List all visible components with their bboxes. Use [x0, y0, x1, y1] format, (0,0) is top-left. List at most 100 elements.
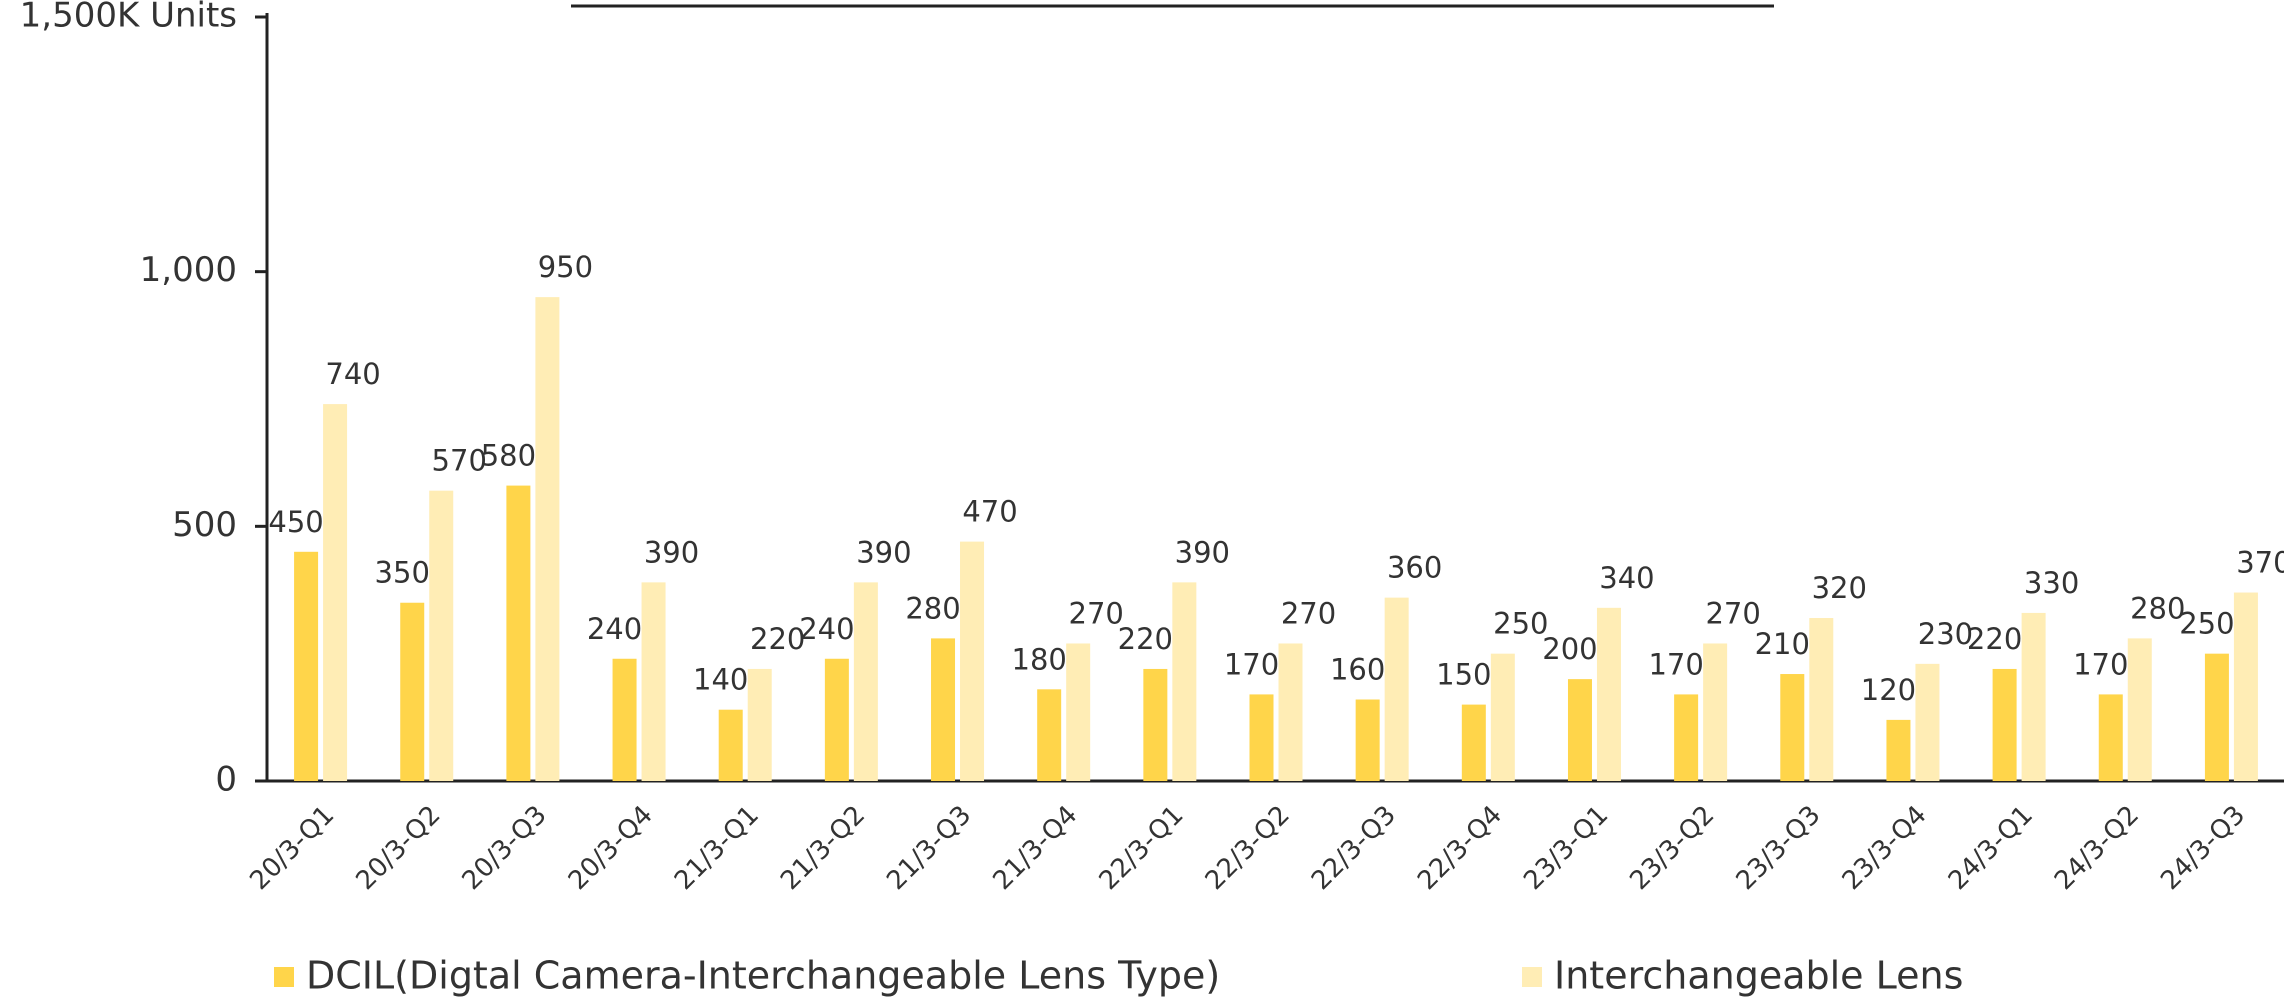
bar: [506, 485, 531, 781]
bar: [1809, 618, 1834, 781]
bar: [1278, 643, 1303, 781]
value-label: 240: [587, 612, 642, 646]
bar: [429, 490, 454, 781]
value-label: 580: [481, 439, 536, 473]
value-label: 240: [799, 612, 854, 646]
value-label: 740: [325, 357, 380, 391]
value-label: 210: [1755, 627, 1810, 661]
y-tick-label: 500: [172, 505, 237, 545]
bar: [960, 541, 985, 781]
x-tick-label: 23/3-Q2: [1624, 800, 1720, 896]
bar: [535, 297, 560, 781]
value-label: 220: [1118, 622, 1173, 656]
value-label: 370: [2236, 546, 2284, 580]
x-tick-label: 21/3-Q1: [669, 800, 765, 896]
value-label: 390: [644, 535, 699, 569]
x-tick-label: 21/3-Q3: [881, 800, 977, 896]
x-tick-label: 22/3-Q3: [1306, 800, 1402, 896]
value-label: 280: [905, 591, 960, 625]
value-label: 450: [268, 505, 323, 539]
value-label: 330: [2024, 566, 2079, 600]
bar: [1172, 582, 1197, 781]
x-tick-label: 20/3-Q3: [457, 800, 553, 896]
bar: [2204, 653, 2229, 781]
bar: [1037, 689, 1062, 781]
bar: [1915, 663, 1940, 781]
bar: [1490, 653, 1515, 781]
bar: [323, 404, 348, 781]
bar: [294, 551, 319, 781]
x-tick-label: 24/3-Q1: [1943, 800, 2039, 896]
value-label: 320: [1812, 571, 1867, 605]
bar: [1461, 704, 1486, 781]
value-label: 120: [1861, 673, 1916, 707]
x-tick-label: 22/3-Q4: [1412, 800, 1508, 896]
bar: [824, 658, 849, 781]
bar: [1066, 643, 1091, 781]
value-label: 360: [1387, 551, 1442, 585]
legend-swatch: [274, 967, 294, 987]
bar: [400, 602, 425, 781]
bar: [1596, 607, 1621, 781]
bar: [718, 709, 743, 781]
x-tick-label: 20/3-Q4: [563, 800, 659, 896]
x-tick-label: 23/3-Q3: [1731, 800, 1827, 896]
legend-label: Interchangeable Lens: [1554, 954, 1963, 998]
value-label: 140: [693, 663, 748, 697]
value-label: 270: [1705, 596, 1760, 630]
bar: [2233, 592, 2258, 781]
value-label: 390: [856, 535, 911, 569]
x-tick-label: 22/3-Q2: [1200, 800, 1296, 896]
x-tick-label: 21/3-Q2: [775, 800, 871, 896]
bar: [931, 638, 956, 781]
bar: [2098, 694, 2123, 781]
value-label: 570: [432, 444, 487, 478]
legend-label: DCIL(Digtal Camera-Interchangeable Lens …: [306, 954, 1220, 998]
x-tick-label: 20/3-Q2: [351, 800, 447, 896]
value-label: 180: [1012, 642, 1067, 676]
value-label: 170: [1648, 647, 1703, 681]
value-label: 390: [1175, 535, 1230, 569]
value-label: 470: [962, 495, 1017, 529]
bar: [1780, 674, 1805, 781]
bar: [1567, 679, 1592, 781]
value-label: 250: [1493, 607, 1548, 641]
bar: [1143, 668, 1168, 781]
bar: [641, 582, 666, 781]
bar: [853, 582, 878, 781]
value-label: 170: [2073, 647, 2128, 681]
x-tick-label: 24/3-Q2: [2049, 800, 2145, 896]
value-label: 350: [375, 556, 430, 590]
legend-swatch: [1522, 967, 1542, 987]
x-tick-label: 24/3-Q3: [2155, 800, 2251, 896]
value-label: 220: [1967, 622, 2022, 656]
value-label: 270: [1281, 596, 1336, 630]
x-tick-label: 23/3-Q4: [1837, 800, 1933, 896]
value-label: 220: [750, 622, 805, 656]
value-label: 280: [2130, 591, 2185, 625]
bar: [1355, 699, 1380, 781]
bar: [1992, 668, 2017, 781]
bar: [2021, 612, 2046, 781]
value-label: 270: [1069, 596, 1124, 630]
bar: [1703, 643, 1728, 781]
x-tick-label: 21/3-Q4: [987, 800, 1083, 896]
y-tick-label: 0: [215, 760, 237, 800]
y-tick-label: 1,500K Units: [20, 0, 237, 36]
value-label: 950: [538, 250, 593, 284]
value-label: 160: [1330, 653, 1385, 687]
x-tick-label: 23/3-Q1: [1518, 800, 1614, 896]
bar: [612, 658, 637, 781]
value-label: 200: [1542, 632, 1597, 666]
bar: [1384, 597, 1409, 781]
bar: [747, 668, 772, 781]
value-label: 230: [1918, 617, 1973, 651]
x-tick-label: 22/3-Q1: [1094, 800, 1190, 896]
bar: [1249, 694, 1274, 781]
bar: [1674, 694, 1699, 781]
bar: [2127, 638, 2152, 781]
y-tick-label: 1,000: [140, 250, 237, 290]
bar: [1886, 719, 1911, 781]
value-label: 170: [1224, 647, 1279, 681]
